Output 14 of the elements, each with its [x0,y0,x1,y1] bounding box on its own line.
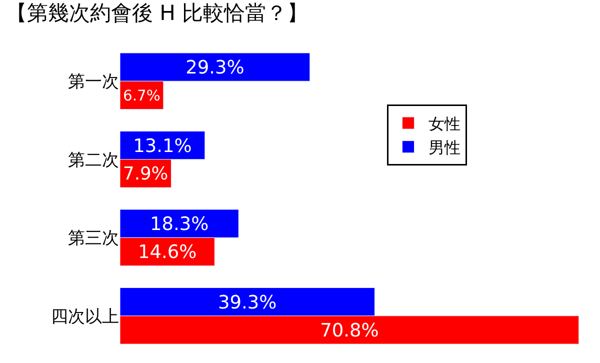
data-label: 13.1% [133,136,192,157]
y-tick-label: 第二次 [68,150,119,170]
data-label: 29.3% [186,58,244,79]
data-label: 14.6% [138,242,197,264]
y-tick-label: 四次以上 [51,306,119,327]
y-tick-label: 第三次 [68,228,119,249]
chart-title: 【第幾次約會後 H 比較恰當？】 [6,1,308,26]
data-label: 6.7% [123,87,160,104]
data-label: 18.3% [150,214,209,236]
data-label: 7.9% [123,164,168,185]
y-tick-label: 第一次 [68,72,119,92]
data-label: 70.8% [320,320,379,342]
legend-label: 男性 [428,138,460,158]
data-label: 39.3% [218,292,277,314]
